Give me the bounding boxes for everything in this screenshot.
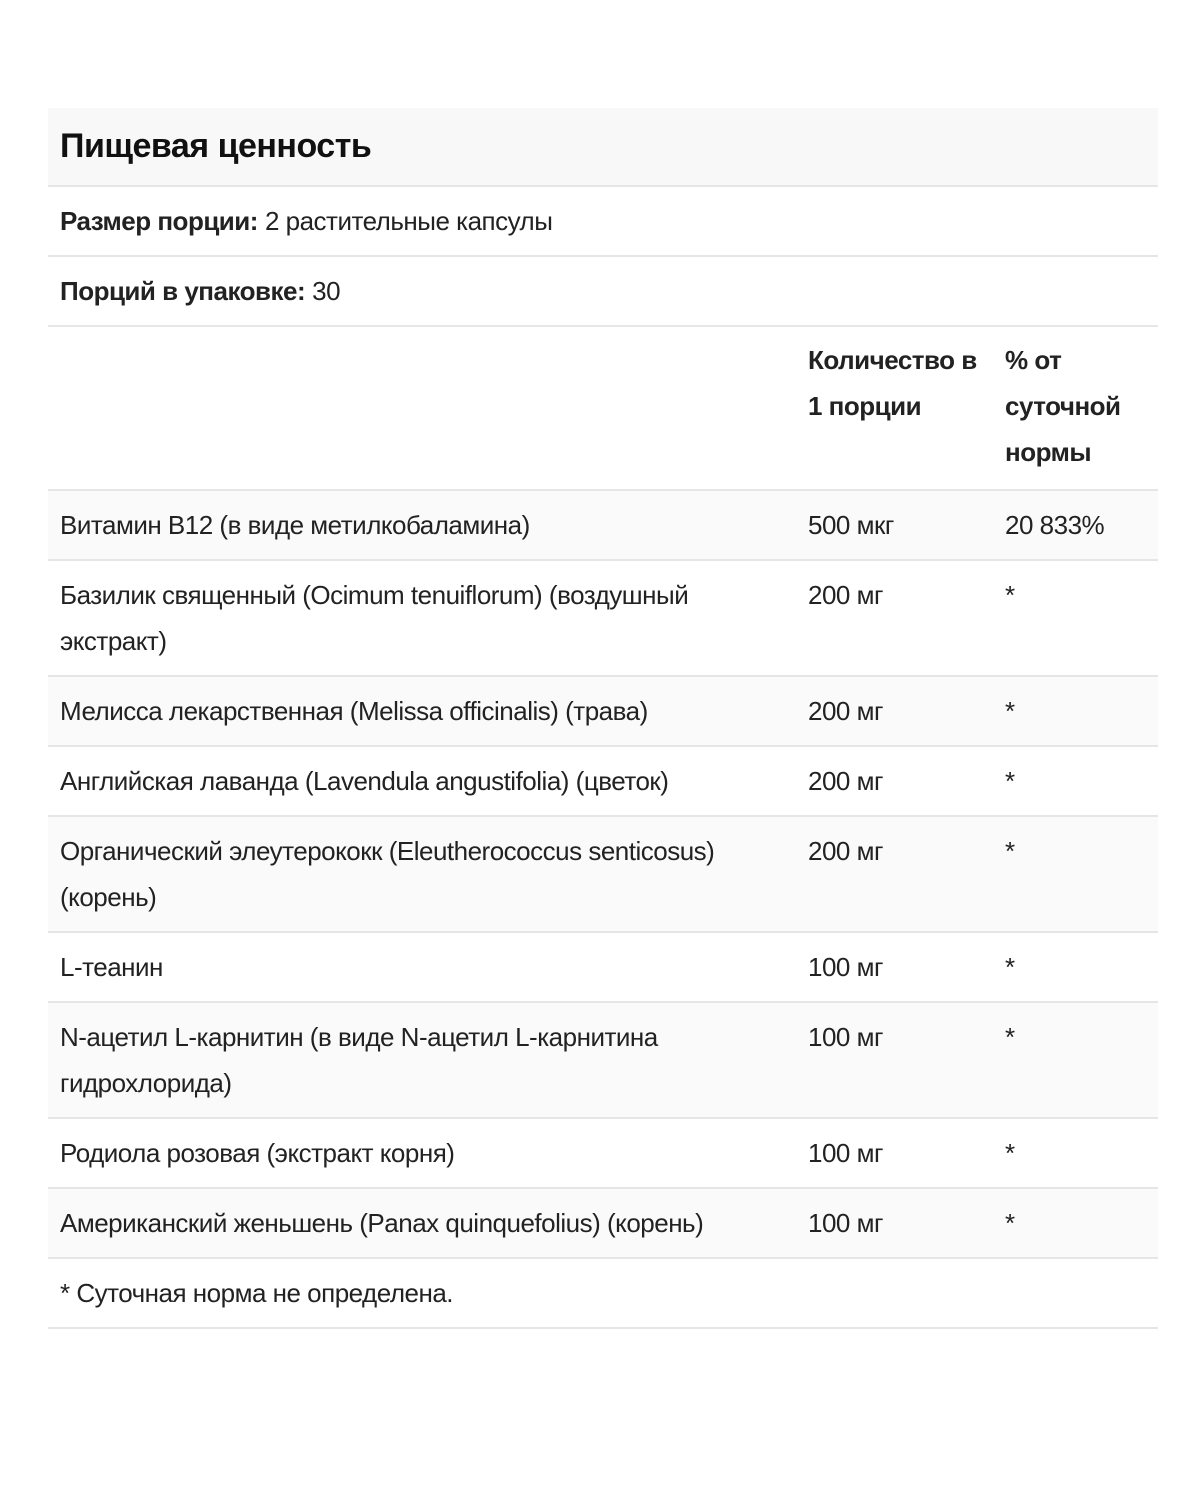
- table-row: Родиола розовая (экстракт корня) 100 мг *: [48, 1118, 1158, 1189]
- header-dv: % от суточной нормы: [1005, 327, 1158, 491]
- nutrient-dv: *: [1005, 560, 1158, 677]
- nutrition-facts-panel: Пищевая ценность Размер порции: 2 растит…: [48, 108, 1158, 1329]
- table-row: Английская лаванда (Lavendula angustifol…: [48, 746, 1158, 817]
- serving-size-label: Размер порции:: [60, 205, 258, 236]
- table-row: Органический элеутерококк (Eleutherococc…: [48, 816, 1158, 933]
- table-row: Базилик священный (Ocimum tenuiflorum) (…: [48, 560, 1158, 677]
- table-row: N-ацетил L-карнитин (в виде N-ацетил L-к…: [48, 1002, 1158, 1119]
- nutrient-name: Мелисса лекарственная (Melissa officinal…: [48, 676, 808, 747]
- nutrient-dv: *: [1005, 746, 1158, 817]
- nutrient-amount: 200 мг: [808, 816, 1005, 933]
- table-row: Американский женьшень (Panax quinquefoli…: [48, 1188, 1158, 1259]
- nutrient-dv: *: [1005, 816, 1158, 933]
- nutrient-dv: *: [1005, 932, 1158, 1003]
- table-row: L-теанин 100 мг *: [48, 932, 1158, 1003]
- header-dv-text: % от суточной нормы: [1005, 345, 1121, 467]
- table-row: Мелисса лекарственная (Melissa officinal…: [48, 676, 1158, 747]
- nutrient-amount: 500 мкг: [808, 490, 1005, 561]
- nutrient-name: Органический элеутерококк (Eleutherococc…: [48, 816, 808, 933]
- nutrient-name: Родиола розовая (экстракт корня): [48, 1118, 808, 1189]
- nutrient-table: Количество в 1 порции % от суточной норм…: [48, 327, 1158, 1259]
- table-row: Витамин B12 (в виде метилкобаламина) 500 …: [48, 490, 1158, 561]
- title-row: Пищевая ценность: [48, 108, 1158, 187]
- nutrient-amount: 100 мг: [808, 1188, 1005, 1259]
- nutrient-name: Витамин B12 (в виде метилкобаламина): [48, 490, 808, 561]
- nutrient-amount: 100 мг: [808, 932, 1005, 1003]
- nutrient-dv: *: [1005, 1188, 1158, 1259]
- table-header: Количество в 1 порции % от суточной норм…: [48, 327, 1158, 491]
- header-amount-text: Количество в 1 порции: [808, 345, 977, 421]
- nutrient-amount: 200 мг: [808, 676, 1005, 747]
- nutrient-name: Американский женьшень (Panax quinquefoli…: [48, 1188, 808, 1259]
- nutrient-amount: 200 мг: [808, 746, 1005, 817]
- nutrient-name: Базилик священный (Ocimum tenuiflorum) (…: [48, 560, 808, 677]
- header-name: [48, 327, 808, 491]
- servings-value: 30: [312, 275, 341, 306]
- panel-title: Пищевая ценность: [60, 127, 372, 165]
- serving-size-value: 2 растительные капсулы: [264, 205, 553, 236]
- nutrient-amount: 100 мг: [808, 1002, 1005, 1119]
- servings-label: Порций в упаковке:: [60, 275, 306, 306]
- nutrient-dv: *: [1005, 1118, 1158, 1189]
- nutrient-name: N-ацетил L-карнитин (в виде N-ацетил L-к…: [48, 1002, 808, 1119]
- footnote: * Суточная норма не определена.: [48, 1259, 1158, 1329]
- nutrient-dv: *: [1005, 1002, 1158, 1119]
- serving-size-row: Размер порции: 2 растительные капсулы: [48, 187, 1158, 257]
- nutrient-dv: *: [1005, 676, 1158, 747]
- header-amount: Количество в 1 порции: [808, 327, 1005, 491]
- servings-per-container-row: Порций в упаковке: 30: [48, 257, 1158, 327]
- nutrient-name: L-теанин: [48, 932, 808, 1003]
- nutrient-name: Английская лаванда (Lavendula angustifol…: [48, 746, 808, 817]
- nutrient-amount: 200 мг: [808, 560, 1005, 677]
- nutrient-amount: 100 мг: [808, 1118, 1005, 1189]
- nutrient-dv: 20 833%: [1005, 490, 1158, 561]
